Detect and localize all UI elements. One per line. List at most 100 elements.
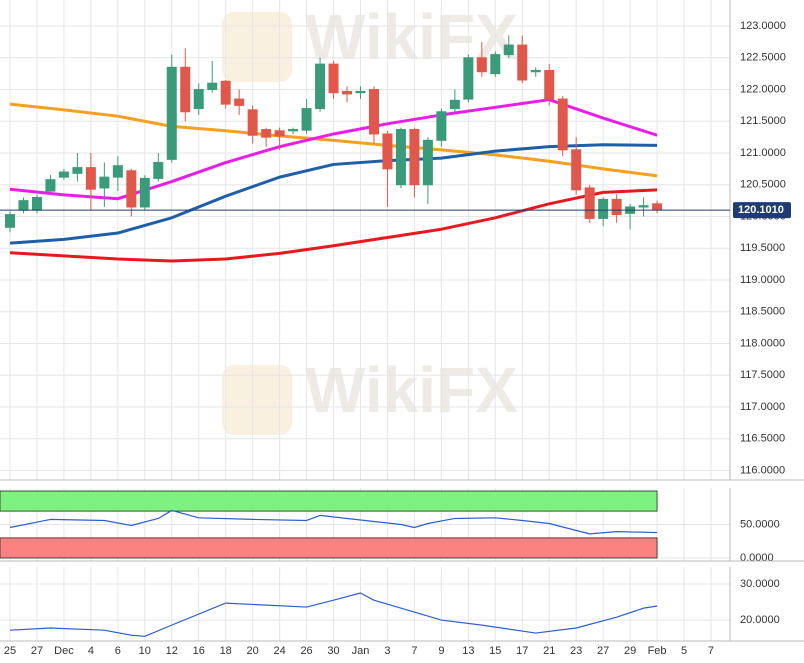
candle-body (247, 109, 258, 136)
candle-body (449, 99, 460, 110)
candle-body (99, 176, 110, 189)
candle-body (301, 108, 312, 131)
candle-body (288, 129, 299, 132)
y-tick-label: 116.5000 (740, 433, 785, 445)
y-tick-label: 118.0000 (740, 337, 785, 349)
x-tick-label: 30 (327, 645, 339, 657)
candle-body (220, 80, 231, 105)
candle-body (638, 205, 649, 208)
candle-body (72, 167, 83, 174)
candle-body (422, 139, 433, 186)
candle-body (584, 187, 595, 219)
x-tick-label: 12 (166, 645, 178, 657)
x-tick-label: Jan (352, 645, 370, 657)
candle-body (315, 63, 326, 110)
y-tick-label: 117.5000 (740, 369, 785, 381)
x-tick-label: 27 (31, 645, 43, 657)
y-tick-label: 123.0000 (740, 20, 786, 32)
band (0, 490, 658, 512)
candle-body (382, 133, 393, 170)
x-tick-label: 10 (139, 645, 151, 657)
candle-body (490, 54, 501, 75)
watermark: WikiFX (305, 354, 518, 426)
y-tick-label: 116.0000 (740, 464, 785, 476)
x-tick-label: 6 (115, 645, 121, 657)
watermark-logo (222, 12, 292, 435)
y-tick-label: 118.5000 (740, 306, 785, 318)
candle-body (85, 167, 96, 190)
x-tick-label: 21 (543, 645, 555, 657)
series-line (9, 143, 658, 245)
candle-body (530, 69, 541, 73)
x-tick-label: 20 (247, 645, 259, 657)
candle-body (652, 203, 663, 211)
x-tick-label: 26 (300, 645, 312, 657)
y-tick-label: 30.0000 (740, 578, 780, 590)
candle-body (571, 149, 582, 191)
y-tick-label: 121.5000 (740, 115, 786, 127)
candle-body (180, 66, 191, 113)
y-tick-label: 120.5000 (740, 179, 786, 191)
candle-body (409, 129, 420, 186)
x-tick-label: 25 (4, 645, 16, 657)
y-tick-label: 122.0000 (740, 83, 786, 95)
candle-body (139, 177, 150, 208)
x-tick-label: 4 (88, 645, 94, 657)
candle-body (611, 198, 622, 216)
x-tick-label: 15 (489, 645, 501, 657)
series-line (9, 509, 658, 535)
candle-body (18, 200, 29, 211)
candle-body (463, 57, 474, 100)
y-tick-label: 119.5000 (740, 242, 785, 254)
candle-body (355, 90, 366, 94)
y-tick-label: 117.0000 (740, 401, 785, 413)
candle-body (58, 171, 69, 178)
last-price-tag (733, 202, 791, 219)
x-tick-label: 23 (570, 645, 582, 657)
x-tick-label: 16 (193, 645, 205, 657)
candle-body (368, 89, 379, 135)
candle-body (544, 69, 555, 100)
candle-body (476, 57, 487, 73)
candle-body (274, 130, 285, 137)
candle-body (5, 214, 16, 228)
candle-body (557, 98, 568, 151)
y-tick-label: 50.0000 (740, 518, 780, 530)
x-tick-label: Dec (54, 645, 74, 657)
series-line (9, 592, 658, 637)
x-tick-label: 24 (273, 645, 285, 657)
candle-body (436, 111, 447, 141)
y-tick-label: 119.0000 (740, 274, 785, 286)
x-tick-label: 7 (411, 645, 417, 657)
candle-body (112, 165, 123, 178)
candle-body (261, 129, 272, 138)
candle-body (342, 90, 353, 95)
candle-body (166, 66, 177, 160)
x-tick-label: 3 (384, 645, 390, 657)
x-tick-label: Feb (648, 645, 667, 657)
candle-body (31, 196, 42, 211)
candle-body (503, 44, 514, 56)
y-tick-label: 121.0000 (740, 147, 786, 159)
x-tick-label: 9 (438, 645, 444, 657)
candle-body (395, 129, 406, 186)
x-tick-label: 17 (516, 645, 528, 657)
candle-body (126, 170, 137, 208)
candle-body (234, 98, 245, 106)
series-line (9, 188, 658, 263)
last-price-label: 120.1010 (738, 204, 784, 216)
candle-body (153, 162, 164, 179)
candle-body (328, 63, 339, 94)
x-tick-label: 18 (220, 645, 232, 657)
band (0, 537, 658, 559)
x-tick-label: 5 (681, 645, 687, 657)
x-tick-label: 7 (708, 645, 714, 657)
y-tick-label: 20.0000 (740, 614, 780, 626)
candle-body (193, 89, 204, 110)
x-tick-label: 27 (597, 645, 609, 657)
x-tick-label: 29 (624, 645, 636, 657)
candle-body (45, 179, 56, 192)
candle-body (207, 82, 218, 91)
y-tick-label: 122.5000 (740, 52, 786, 64)
